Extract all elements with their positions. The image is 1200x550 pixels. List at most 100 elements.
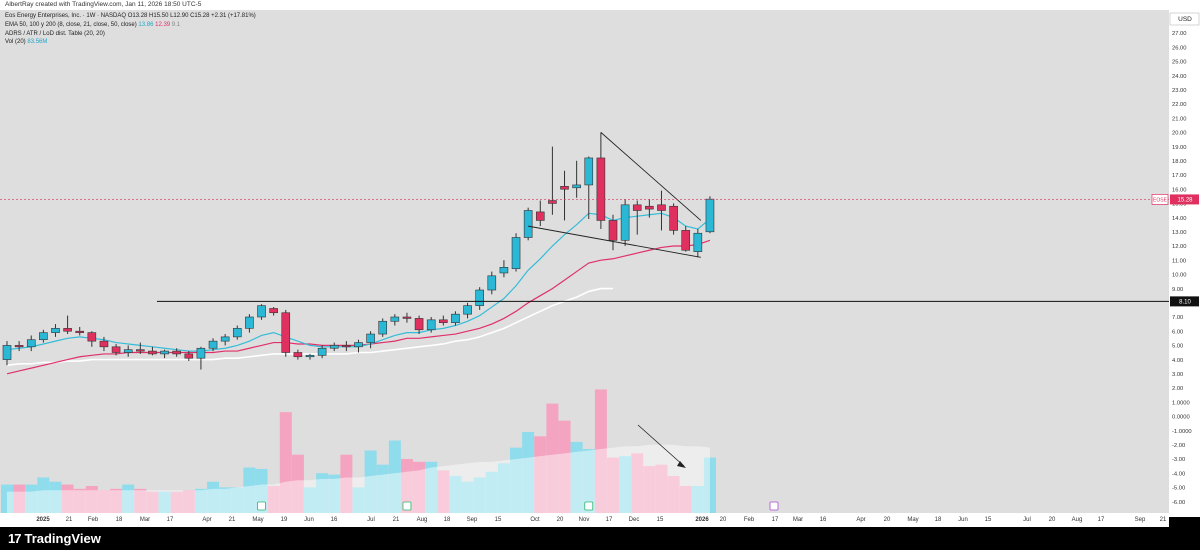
volume-bar	[497, 463, 510, 513]
price-chart[interactable]: USD 27.00 26.00 25.00 24.00 23.00 22.00 21.00 20…	[0, 0, 1200, 527]
attribution-text: AlbertRay created with TradingView.com, …	[5, 1, 202, 8]
symbol-legend: Eos Energy Enterprises, Inc. · 1W · NASD…	[5, 13, 256, 19]
tradingview-logo[interactable]: 17 TradingView	[8, 531, 101, 546]
x-tick-label: 2025	[36, 517, 50, 523]
candle-body	[293, 352, 303, 358]
candle-body	[136, 349, 145, 352]
candle-body	[257, 305, 266, 318]
candle-body	[14, 345, 24, 348]
y-tick-label: 5.00	[1172, 344, 1183, 350]
y-tick-label: -4.00	[1172, 471, 1185, 477]
x-tick-label: Jul	[1023, 517, 1031, 523]
volume-bar	[570, 441, 583, 513]
y-tick-label: -2.00	[1172, 443, 1185, 449]
volume-bar	[207, 481, 220, 513]
volume-bar	[534, 436, 547, 513]
x-tick-label: May	[907, 517, 918, 523]
y-tick-label: 7.00	[1172, 315, 1183, 321]
earnings-marker-icon	[584, 501, 594, 511]
trendline-lower	[528, 225, 701, 258]
candle-body	[487, 275, 497, 291]
y-tick-label: 20.00	[1172, 131, 1187, 137]
candle-body	[439, 319, 448, 323]
candle-body	[475, 289, 484, 306]
candle-body	[269, 308, 278, 314]
volume-bar	[655, 464, 668, 513]
volume-bar	[352, 487, 365, 513]
x-tick-label: Oct	[530, 517, 540, 523]
volume-label: Vol (20)	[5, 39, 26, 45]
candle-body	[657, 204, 666, 211]
candle-body	[208, 340, 218, 349]
y-tick-label: -1.0000	[1172, 429, 1192, 435]
candle-body	[220, 336, 230, 342]
candle-body	[305, 355, 315, 358]
x-tick-label: 20	[1049, 517, 1056, 523]
y-tick-label: 1.0000	[1172, 400, 1190, 406]
volume-bar	[170, 491, 183, 513]
last-price-value: 15.28	[1177, 198, 1193, 204]
volume-bar	[558, 420, 571, 513]
y-tick-label: 17.00	[1172, 173, 1187, 179]
volume-bar	[510, 447, 523, 513]
support-price-badge	[1170, 296, 1199, 307]
candle-body	[681, 230, 691, 251]
last-price-badge	[1170, 194, 1199, 205]
trendline-upper	[600, 132, 702, 221]
candle-body	[693, 232, 703, 252]
candle-body	[632, 204, 642, 211]
candle-body	[451, 313, 460, 323]
candle-body	[111, 346, 121, 353]
volume-bar	[122, 484, 135, 513]
volume-bar	[85, 485, 98, 513]
ema-value-1: 13.86	[138, 22, 154, 28]
candle-body	[390, 316, 400, 322]
volume-bar	[304, 487, 316, 513]
volume-ma-area	[7, 444, 710, 513]
candle-body	[342, 345, 351, 348]
y-tick-label: 13.00	[1172, 230, 1187, 236]
candle-body	[511, 237, 521, 270]
x-tick-label: 17	[167, 517, 174, 523]
x-tick-label: 16	[820, 517, 827, 523]
currency-box	[1169, 12, 1200, 26]
volume-bar	[643, 466, 656, 513]
x-tick-label: 20	[720, 517, 727, 523]
volume-bar	[110, 488, 123, 513]
candle-body	[160, 350, 169, 355]
candle-body	[354, 342, 363, 348]
candle-body	[184, 353, 194, 359]
candle-body	[499, 266, 509, 274]
x-tick-label: 17	[606, 517, 613, 523]
x-tick-label: Aug	[417, 517, 428, 523]
x-tick-label: Dec	[629, 517, 640, 523]
candle-body	[148, 350, 157, 355]
candle-body	[548, 200, 557, 204]
volume-bar	[522, 432, 535, 513]
volume-bar	[631, 453, 644, 513]
volume-bar	[473, 477, 486, 513]
volume-bar	[364, 450, 377, 513]
candle-body	[123, 349, 133, 353]
y-tick-label: 24.00	[1172, 74, 1187, 80]
candle-body	[645, 205, 654, 210]
x-tick-label: Mar	[140, 517, 150, 523]
ema-label: EMA 50, 100 y 200 (8, close, 21, close, …	[5, 22, 137, 28]
candle-body	[378, 320, 388, 335]
candle-body	[620, 204, 630, 241]
volume-bar	[703, 457, 716, 513]
support-price-value: 8.10	[1179, 300, 1191, 306]
x-tick-label: 21	[66, 517, 73, 523]
volume-bar	[594, 389, 607, 513]
volume-bar	[316, 473, 329, 513]
candle-body	[402, 316, 412, 319]
candle-body	[584, 157, 594, 186]
x-tick-label: 20	[557, 517, 564, 523]
x-tick-label: 18	[444, 517, 451, 523]
volume-bar	[97, 490, 110, 513]
volume-bar	[146, 491, 159, 513]
symbol-tag: EOSE	[1153, 198, 1168, 204]
candle-body	[87, 332, 97, 342]
volume-bar	[37, 477, 50, 513]
candle-body	[560, 186, 569, 190]
